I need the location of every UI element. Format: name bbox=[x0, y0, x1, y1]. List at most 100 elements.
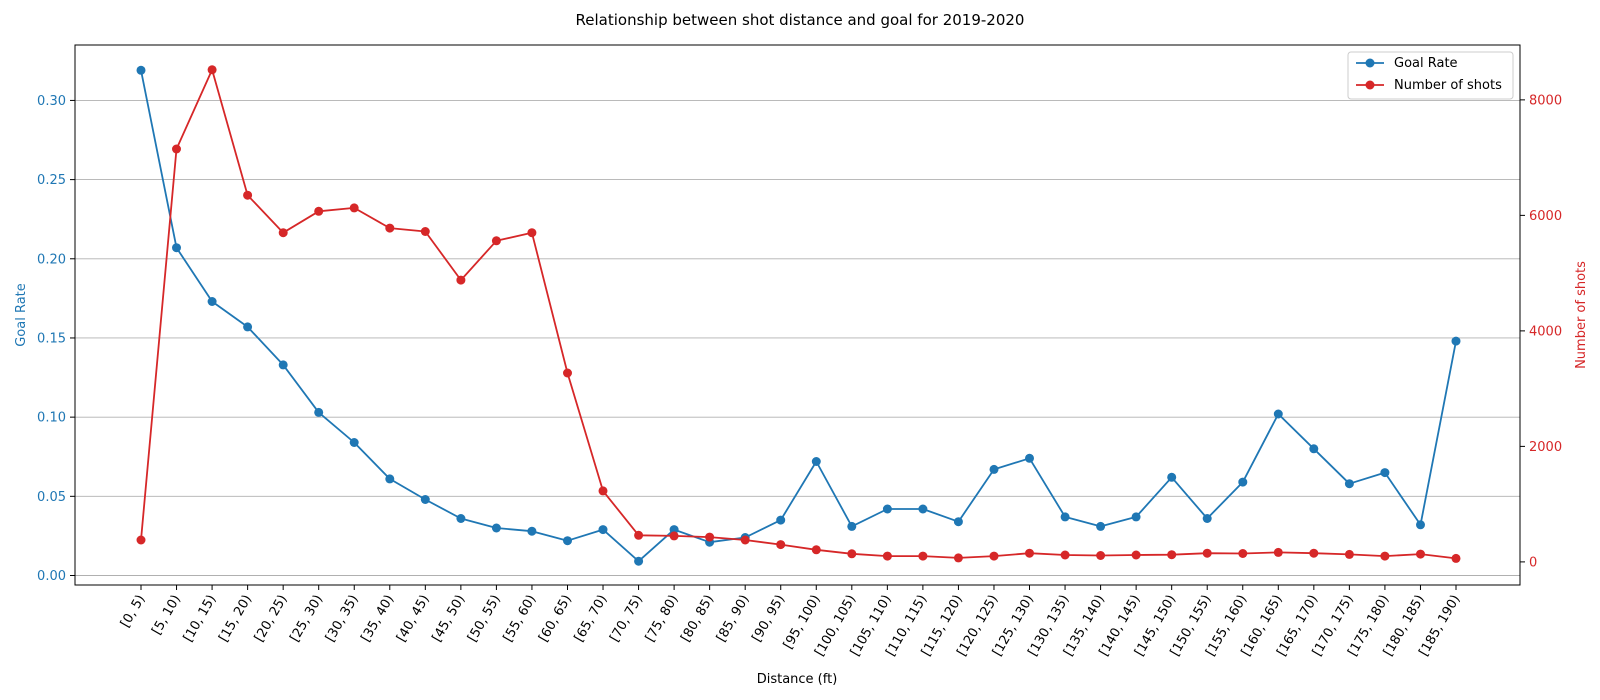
x-tick-label: [45, 50) bbox=[430, 593, 469, 645]
data-point-goal-rate bbox=[1202, 514, 1212, 523]
right-y-tick-label: 6000 bbox=[1529, 209, 1562, 224]
data-point-number-of-shots bbox=[740, 535, 750, 545]
data-point-goal-rate bbox=[811, 457, 821, 466]
left-y-tick-label: 0.05 bbox=[37, 490, 66, 505]
x-tick-label: [70, 75) bbox=[607, 593, 646, 645]
right-y-axis: 0 2000 4000 6000 8000 bbox=[1520, 93, 1562, 570]
data-point-number-of-shots bbox=[1238, 549, 1248, 558]
x-tick-label: [15, 20) bbox=[216, 593, 255, 645]
left-y-tick-label: 0.25 bbox=[37, 173, 66, 188]
chart-title: Relationship between shot distance and g… bbox=[576, 11, 1025, 29]
data-point-number-of-shots bbox=[207, 65, 217, 75]
data-point-goal-rate bbox=[527, 526, 537, 536]
x-axis-title: Distance (ft) bbox=[757, 672, 838, 687]
x-tick-label: [0, 5) bbox=[118, 593, 148, 631]
series-line-goal-rate bbox=[140, 70, 1457, 563]
data-point-number-of-shots bbox=[456, 275, 466, 285]
x-tick-label: [65, 70) bbox=[572, 593, 611, 645]
data-point-number-of-shots bbox=[278, 228, 288, 238]
data-point-number-of-shots bbox=[136, 535, 146, 545]
x-tick-label: [75, 80) bbox=[643, 593, 682, 645]
data-point-goal-rate bbox=[1060, 512, 1070, 522]
left-y-tick-label: 0.30 bbox=[37, 94, 66, 109]
data-point-goal-rate bbox=[1451, 336, 1461, 346]
x-tick-label: [5, 10) bbox=[149, 593, 184, 638]
data-point-number-of-shots bbox=[563, 368, 572, 378]
data-point-number-of-shots bbox=[1167, 550, 1177, 560]
data-point-number-of-shots bbox=[1060, 550, 1070, 560]
data-point-number-of-shots bbox=[882, 551, 892, 561]
data-point-goal-rate bbox=[243, 322, 253, 332]
data-point-goal-rate bbox=[1416, 520, 1425, 530]
legend-marker-number-of-shots bbox=[1365, 80, 1375, 90]
data-point-goal-rate bbox=[1096, 521, 1106, 531]
data-point-goal-rate bbox=[634, 556, 644, 566]
left-y-axis-title: Goal Rate bbox=[14, 283, 29, 347]
data-point-goal-rate bbox=[598, 525, 608, 535]
data-point-number-of-shots bbox=[527, 228, 537, 238]
data-point-number-of-shots bbox=[1309, 548, 1319, 558]
left-y-axis: 0.00 0.05 0.10 0.15 0.20 0.25 0.30 bbox=[37, 94, 75, 584]
data-point-goal-rate bbox=[172, 243, 181, 253]
plot-area-frame bbox=[74, 44, 1521, 586]
data-point-goal-rate bbox=[420, 495, 430, 504]
x-tick-label: [35, 40) bbox=[359, 593, 398, 645]
data-point-number-of-shots bbox=[847, 549, 857, 559]
data-point-goal-rate bbox=[314, 407, 324, 417]
x-tick-label: [55, 60) bbox=[501, 593, 540, 645]
data-point-goal-rate bbox=[1167, 472, 1177, 482]
data-point-goal-rate bbox=[918, 504, 928, 514]
series-layer bbox=[136, 65, 1461, 566]
x-tick-label: [10, 15) bbox=[181, 593, 220, 645]
legend-marker-goal-rate bbox=[1365, 58, 1375, 68]
x-tick-label: [30, 35) bbox=[323, 593, 362, 645]
data-point-number-of-shots bbox=[1202, 548, 1212, 558]
data-point-number-of-shots bbox=[172, 144, 181, 154]
data-point-number-of-shots bbox=[598, 486, 608, 496]
data-point-goal-rate bbox=[1380, 468, 1390, 478]
data-point-goal-rate bbox=[456, 514, 466, 523]
data-point-goal-rate bbox=[1025, 453, 1034, 463]
data-point-number-of-shots bbox=[1380, 551, 1390, 561]
data-point-number-of-shots bbox=[918, 551, 928, 561]
data-point-number-of-shots bbox=[1416, 549, 1425, 559]
series-line-number-of-shots bbox=[140, 68, 1457, 560]
left-y-tick-label: 0.10 bbox=[37, 411, 66, 426]
data-point-number-of-shots bbox=[1025, 548, 1034, 558]
legend-box bbox=[1347, 51, 1514, 100]
data-point-number-of-shots bbox=[953, 553, 963, 563]
data-point-number-of-shots bbox=[349, 203, 359, 213]
data-point-goal-rate bbox=[882, 504, 892, 514]
right-y-axis-title: Number of shots bbox=[1574, 261, 1589, 369]
data-point-goal-rate bbox=[989, 464, 999, 474]
data-point-goal-rate bbox=[776, 515, 786, 525]
data-point-goal-rate bbox=[953, 517, 963, 527]
data-point-number-of-shots bbox=[314, 206, 324, 216]
data-point-goal-rate bbox=[563, 536, 572, 546]
right-y-tick-label: 2000 bbox=[1529, 440, 1562, 455]
x-axis: [0, 5) [5, 10)[10, 15)[15, 20)[20, 25)[25… bbox=[118, 585, 1463, 659]
data-point-goal-rate bbox=[349, 438, 359, 447]
right-y-tick-label: 8000 bbox=[1529, 93, 1562, 108]
data-point-number-of-shots bbox=[243, 190, 253, 200]
x-tick-label: [25, 30) bbox=[287, 593, 326, 645]
data-point-number-of-shots bbox=[1273, 547, 1283, 557]
x-tick-label: [80, 85) bbox=[678, 593, 717, 645]
x-tick-label: [50, 55) bbox=[465, 593, 504, 645]
data-point-number-of-shots bbox=[776, 540, 786, 550]
data-point-number-of-shots bbox=[1451, 553, 1461, 563]
data-point-number-of-shots bbox=[491, 236, 501, 246]
right-y-tick-label: 0 bbox=[1529, 555, 1537, 570]
legend: Goal Rate Number of shots bbox=[1347, 51, 1514, 100]
right-y-tick-label: 4000 bbox=[1529, 324, 1562, 339]
data-point-goal-rate bbox=[1344, 479, 1354, 489]
data-point-goal-rate bbox=[136, 65, 146, 75]
data-point-goal-rate bbox=[207, 297, 217, 306]
x-tick-label: [60, 65) bbox=[536, 593, 575, 645]
grid-lines bbox=[75, 99, 1520, 576]
legend-label-goal-rate: Goal Rate bbox=[1394, 56, 1458, 71]
legend-label-number-of-shots: Number of shots bbox=[1394, 78, 1502, 93]
data-point-goal-rate bbox=[278, 360, 288, 370]
data-point-goal-rate bbox=[1238, 477, 1248, 487]
